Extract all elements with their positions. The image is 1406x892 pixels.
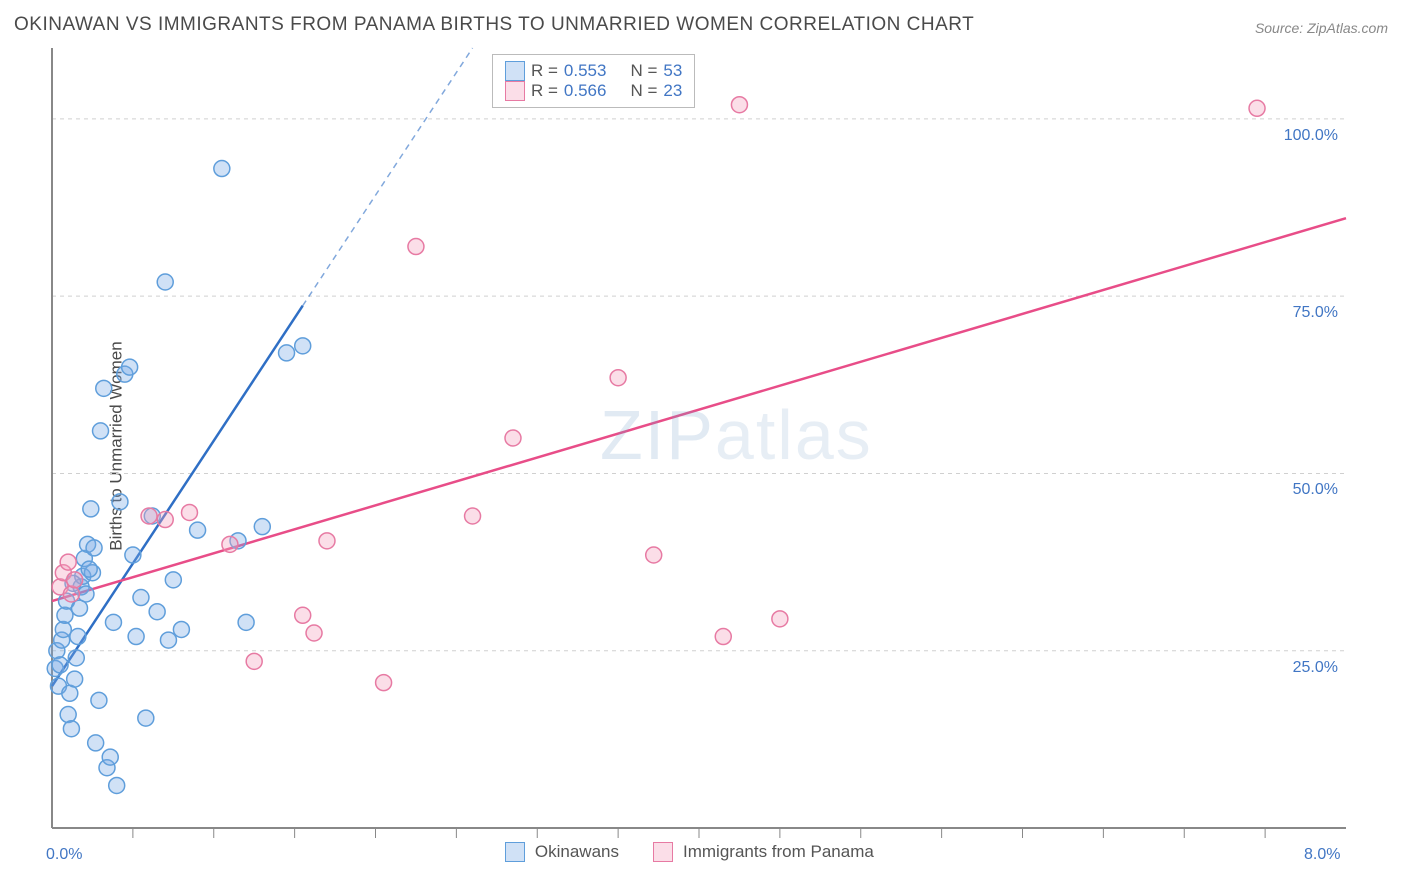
stat-legend: R = 0.553 N = 53 R = 0.566 N = 23 bbox=[492, 54, 695, 108]
r-value: 0.553 bbox=[564, 61, 607, 81]
n-label: N = bbox=[630, 81, 657, 101]
x-tick-label: 0.0% bbox=[46, 846, 82, 864]
chart-title: OKINAWAN VS IMMIGRANTS FROM PANAMA BIRTH… bbox=[14, 14, 974, 36]
n-value: 53 bbox=[663, 61, 682, 81]
stat-legend-row: R = 0.566 N = 23 bbox=[505, 81, 682, 101]
y-tick-label: 100.0% bbox=[1284, 127, 1338, 145]
legend-swatch bbox=[653, 842, 673, 862]
n-label: N = bbox=[630, 61, 657, 81]
legend-swatch bbox=[505, 61, 525, 81]
n-value: 23 bbox=[663, 81, 682, 101]
scatter-svg bbox=[52, 48, 1346, 828]
r-value: 0.566 bbox=[564, 81, 607, 101]
series-legend: Okinawans Immigrants from Panama bbox=[505, 842, 898, 862]
r-label: R = bbox=[531, 81, 558, 101]
source-attribution: Source: ZipAtlas.com bbox=[1255, 20, 1388, 36]
legend-swatch bbox=[505, 842, 525, 862]
legend-label: Immigrants from Panama bbox=[683, 842, 874, 862]
r-label: R = bbox=[531, 61, 558, 81]
legend-label: Okinawans bbox=[535, 842, 619, 862]
plot-area: 25.0%50.0%75.0%100.0%0.0%8.0% bbox=[52, 48, 1346, 828]
stat-legend-row: R = 0.553 N = 53 bbox=[505, 61, 682, 81]
y-tick-label: 25.0% bbox=[1293, 659, 1338, 677]
x-tick-label: 8.0% bbox=[1304, 846, 1340, 864]
legend-swatch bbox=[505, 81, 525, 101]
y-tick-label: 75.0% bbox=[1293, 304, 1338, 322]
y-tick-label: 50.0% bbox=[1293, 481, 1338, 499]
